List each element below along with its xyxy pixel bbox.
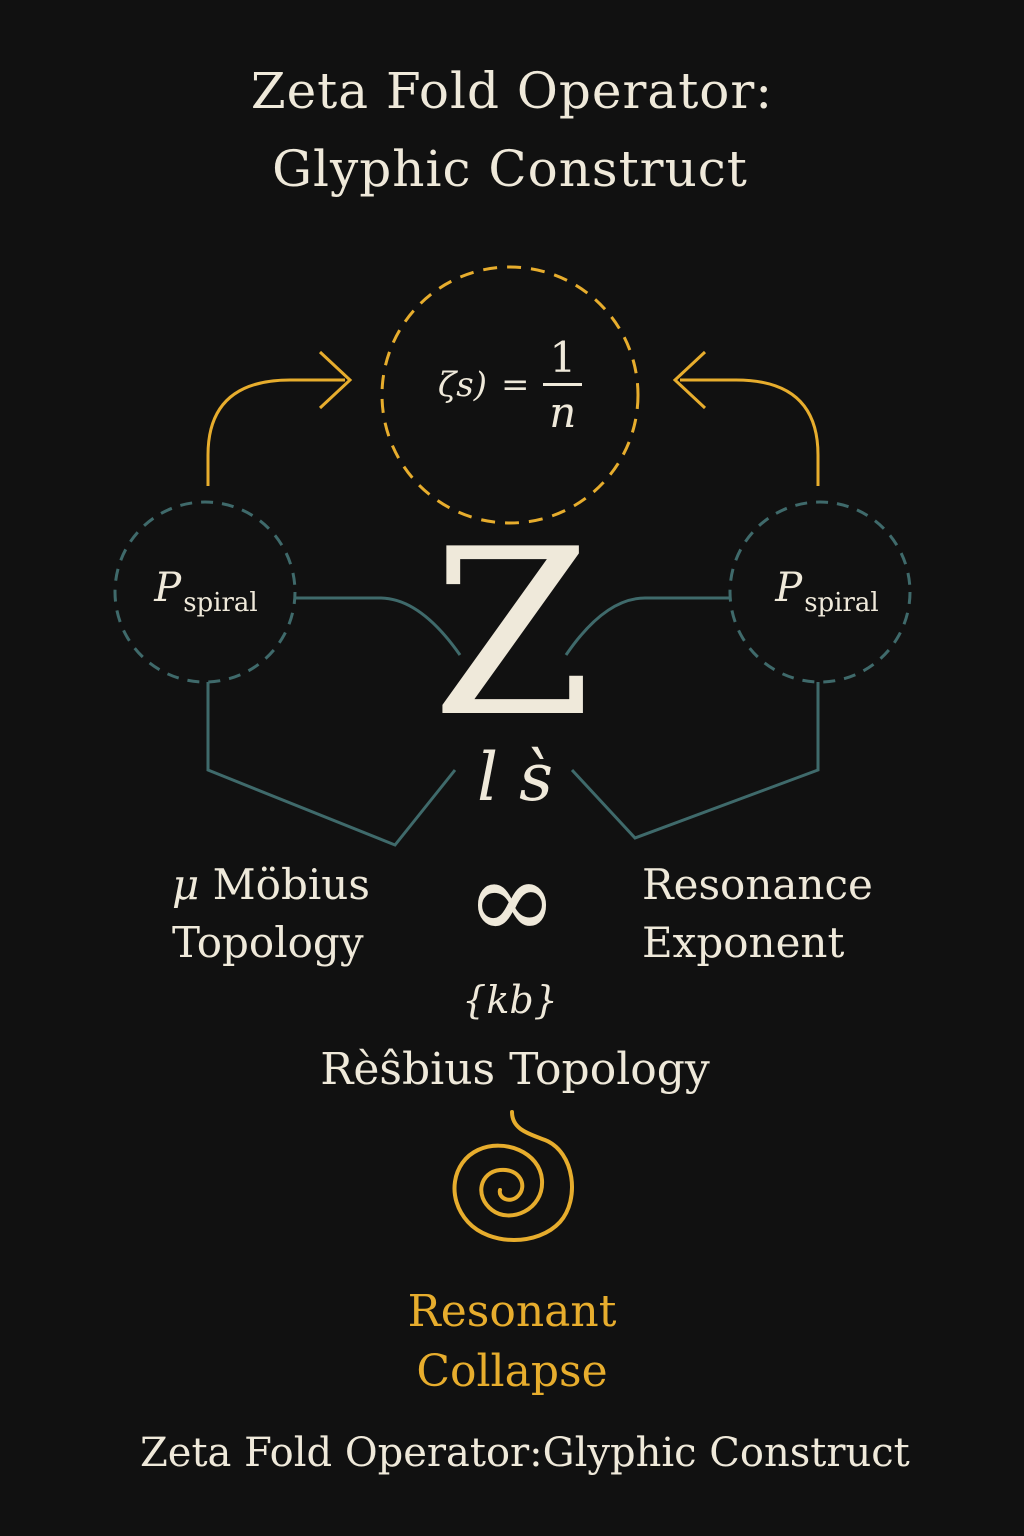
footer-caption: Zeta Fold Operator:Glyphic Construct: [140, 1430, 910, 1476]
right-teal-upper: [564, 596, 730, 656]
infinity-glyph: ∞: [466, 836, 558, 964]
topology-word: Topology: [172, 918, 364, 967]
right-node-circle: [728, 500, 912, 684]
left-node-circle: [113, 500, 297, 684]
formula-lhs: ζs): [437, 365, 487, 405]
title-line-1: Zeta Fold Operator:: [250, 62, 774, 120]
left-p-symbol: P: [154, 565, 182, 611]
right-gold-arrowhead: [672, 350, 707, 410]
resonant-word: Resonant: [407, 1286, 617, 1337]
right-teal-lower: [570, 682, 820, 840]
formula-circle: [380, 265, 640, 525]
left-teal-lower: [206, 682, 457, 847]
right-p-symbol: P: [775, 565, 803, 611]
mobius-topology-label: μ Möbius Topology: [172, 856, 412, 972]
title-line-2: Glyphic Construct: [272, 140, 748, 198]
left-teal-upper: [295, 596, 462, 656]
left-gold-arrow: [206, 378, 345, 486]
l-s-glyph: l s̀: [477, 739, 553, 816]
exponent-word: Exponent: [642, 918, 845, 967]
zeta-formula: ζs) = 1 n: [380, 330, 640, 440]
central-z-glyph: Z: [432, 501, 592, 768]
mobius-word: Möbius: [212, 860, 370, 909]
resonant-spiral: [452, 1110, 574, 1242]
mu-symbol: μ: [172, 860, 200, 909]
formula-equals: =: [500, 365, 530, 405]
left-p-subscript: spiral: [183, 588, 258, 618]
resonance-exponent-label: Resonance Exponent: [642, 856, 922, 972]
formula-fraction: 1 n: [543, 336, 583, 437]
resbius-topology-label: Rèŝbius Topology: [320, 1044, 710, 1095]
collapse-word: Collapse: [416, 1346, 608, 1397]
left-gold-arrowhead: [318, 350, 353, 410]
formula-denominator: n: [549, 387, 577, 437]
formula-numerator: 1: [543, 336, 583, 386]
kb-set-glyph: {kb}: [462, 978, 558, 1022]
right-p-subscript: spiral: [804, 588, 879, 618]
resonant-collapse-label: Resonant Collapse: [0, 1282, 1024, 1402]
resonance-word: Resonance: [642, 860, 873, 909]
right-gold-arrow: [680, 378, 820, 486]
